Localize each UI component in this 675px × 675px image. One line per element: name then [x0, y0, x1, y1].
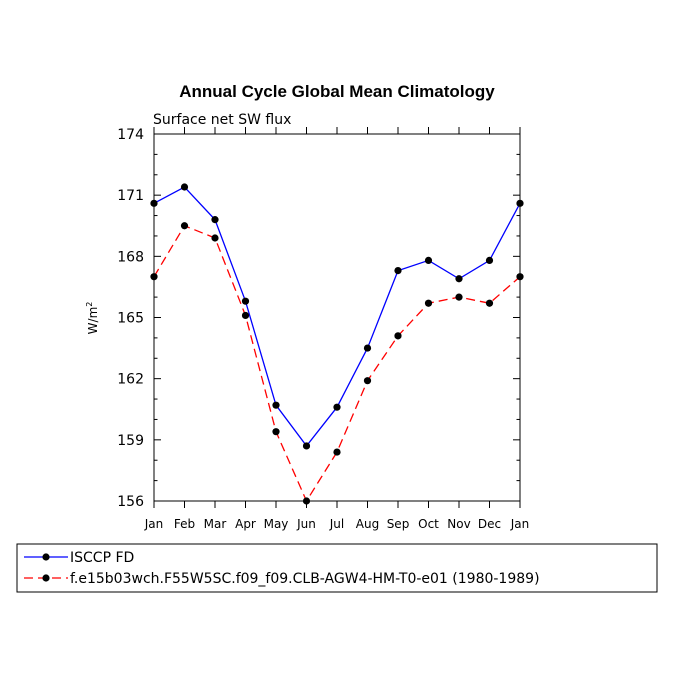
x-tick-label: Nov [447, 517, 470, 531]
series-2-point [241, 311, 250, 320]
legend-label-2: f.e15b03wch.F55W5SC.f09_f09.CLB-AGW4-HM-… [70, 571, 540, 587]
series-2-point [394, 332, 402, 340]
x-tick-label: Jan [510, 517, 530, 531]
plot-frame [153, 133, 521, 502]
series-1-point [455, 275, 463, 283]
x-tick-label: Jan [144, 517, 164, 531]
series-2-point [485, 299, 494, 307]
series-1-point [424, 256, 433, 265]
series-2-point [180, 222, 189, 230]
x-tick-label: May [264, 517, 289, 531]
legend-box [16, 543, 658, 593]
x-tick-label: Apr [235, 517, 256, 531]
y-tick-label: 168 [117, 249, 144, 265]
y-tick-labels: 156 159 162 165 168 171 174 [117, 127, 144, 510]
legend-label-1: ISCCP FD [70, 550, 134, 566]
x-tick-label: Aug [356, 517, 379, 531]
series-1-point [211, 216, 219, 224]
y-axis-label: W/m2 [85, 302, 100, 335]
y-tick-label: 156 [117, 494, 144, 510]
legend-marker-1 [42, 553, 50, 561]
series-1-point [485, 256, 494, 265]
series-2-point [363, 377, 372, 385]
x-tick-label: Sep [387, 517, 410, 531]
series-line-2 [153, 224, 521, 503]
series-2-point [272, 428, 280, 436]
series-1-point [363, 344, 372, 352]
series-1-point [394, 267, 402, 275]
y-tick-label: 174 [117, 127, 144, 143]
x-tick-label: Oct [418, 517, 439, 531]
x-tick-label: Jul [329, 517, 344, 531]
series-1-point [241, 297, 250, 305]
y-tick-label: 165 [117, 311, 144, 327]
y-tick-label: 159 [117, 433, 144, 449]
chart-subtitle: Surface net SW flux [153, 112, 291, 128]
y-axis-label-unit: W/m [86, 307, 100, 335]
y-tick-label: 162 [117, 372, 144, 388]
series-1-point [180, 183, 189, 191]
x-tick-label: Dec [478, 517, 501, 531]
y-tick-label: 171 [117, 188, 144, 204]
series-2-point [211, 234, 219, 242]
series-2-point [455, 293, 463, 301]
x-tick-labels: Jan Feb Mar Apr May Jun Jul Aug Sep Oct Nov Dec Jan [144, 517, 530, 531]
series-layer [150, 183, 524, 505]
series-1-point [302, 442, 311, 450]
series-1-point [272, 401, 280, 409]
series-2-point [333, 448, 341, 456]
x-tick-label: Mar [204, 517, 227, 531]
legend-marker-2 [42, 574, 50, 582]
series-2-point [424, 299, 433, 307]
x-tick-label: Feb [174, 517, 195, 531]
series-1-point [333, 403, 341, 411]
y-axis-label-exponent: 2 [85, 302, 94, 307]
legend: ISCCP FD f.e15b03wch.F55W5SC.f09_f09.CLB-… [16, 543, 658, 593]
x-tick-label: Jun [296, 517, 316, 531]
chart-title: Annual Cycle Global Mean Climatology [179, 82, 495, 101]
